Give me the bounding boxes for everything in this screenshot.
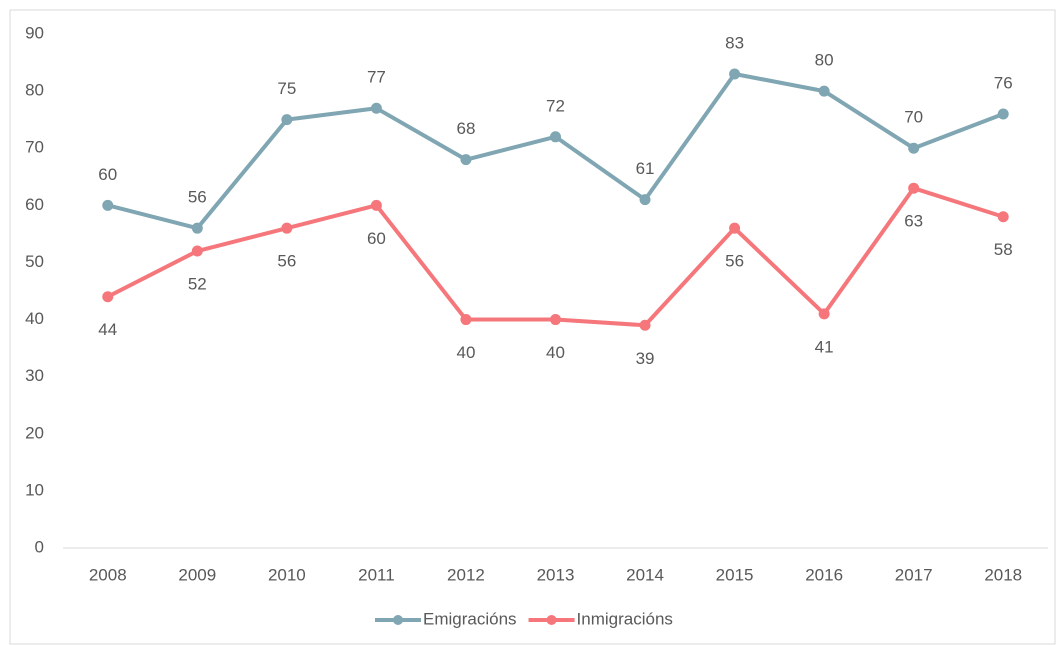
data-label: 68 [456, 119, 475, 138]
legend-marker [546, 615, 557, 625]
data-label: 40 [546, 343, 565, 362]
data-label: 72 [546, 96, 565, 115]
data-label: 76 [994, 73, 1013, 92]
y-tick-label: 90 [25, 23, 44, 42]
data-point [908, 182, 920, 194]
data-point [550, 131, 561, 143]
y-tick-label: 70 [25, 138, 44, 157]
legend-marker [393, 615, 403, 625]
y-tick-label: 50 [25, 252, 44, 271]
x-tick-label: 2008 [89, 565, 127, 584]
x-tick-label: 2010 [268, 565, 306, 584]
y-tick-label: 20 [25, 423, 44, 442]
data-point [460, 314, 472, 326]
series-line [106, 186, 1004, 328]
data-label: 60 [367, 229, 386, 248]
data-point [460, 154, 472, 166]
x-tick-label: 2018 [984, 565, 1022, 584]
y-tick-label: 10 [25, 480, 44, 499]
data-point [729, 68, 741, 80]
data-point [818, 85, 830, 97]
data-point [191, 245, 203, 257]
data-point [639, 194, 651, 206]
data-point [550, 314, 561, 326]
data-point [191, 222, 203, 234]
data-label: 44 [98, 320, 117, 339]
x-tick-label: 2015 [716, 565, 754, 584]
data-label: 52 [188, 275, 207, 294]
data-point [997, 211, 1009, 223]
y-tick-label: 30 [25, 366, 44, 385]
data-label: 39 [636, 349, 655, 368]
legend-label: Inmigracións [577, 609, 673, 628]
chart-frame [9, 9, 1056, 645]
data-label: 80 [815, 51, 834, 70]
data-label: 83 [725, 33, 744, 52]
x-tick-label: 2011 [358, 565, 395, 584]
legend-label: Emigracións [423, 609, 517, 628]
data-label: 60 [98, 165, 117, 184]
data-label: 77 [367, 68, 386, 87]
data-point [281, 114, 293, 126]
data-point [908, 142, 920, 154]
data-point [639, 319, 651, 331]
data-point [102, 199, 114, 211]
data-label: 63 [904, 212, 923, 231]
x-tick-label: 2009 [178, 565, 216, 584]
data-point [281, 222, 293, 234]
data-label: 41 [815, 337, 834, 356]
y-tick-label: 60 [25, 195, 44, 214]
y-tick-label: 40 [25, 309, 44, 328]
x-tick-label: 2012 [447, 565, 485, 584]
data-label: 70 [904, 108, 923, 127]
data-label: 61 [636, 159, 655, 178]
data-point [370, 199, 382, 211]
data-point [818, 308, 830, 320]
data-point [370, 102, 382, 114]
x-tick-label: 2016 [805, 565, 843, 584]
data-label: 56 [725, 252, 744, 271]
data-label: 58 [994, 240, 1013, 259]
x-tick-label: 2013 [537, 565, 575, 584]
x-tick-label: 2017 [895, 565, 933, 584]
data-point [729, 222, 741, 234]
y-tick-label: 0 [35, 537, 44, 556]
data-label: 75 [277, 79, 296, 98]
data-label: 56 [277, 252, 296, 271]
x-tick-label: 2014 [626, 565, 664, 584]
data-label: 40 [456, 343, 475, 362]
data-point [102, 291, 114, 303]
data-point [997, 108, 1009, 120]
data-label: 56 [188, 188, 207, 207]
y-tick-label: 80 [25, 81, 44, 100]
